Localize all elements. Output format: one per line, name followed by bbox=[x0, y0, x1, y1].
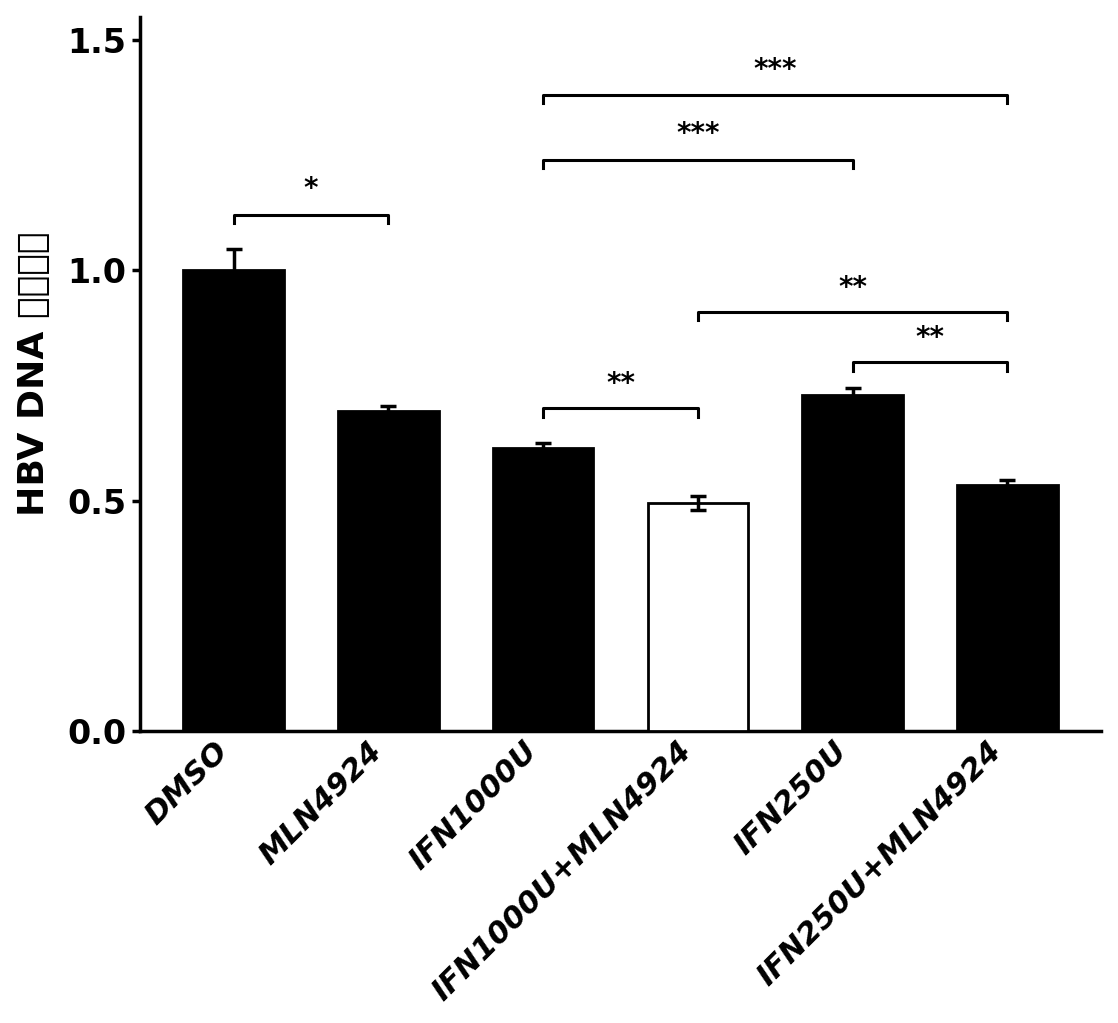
Text: **: ** bbox=[916, 324, 945, 352]
Bar bbox=[338, 411, 438, 731]
Text: **: ** bbox=[606, 370, 635, 398]
Text: **: ** bbox=[838, 273, 868, 302]
Y-axis label: HBV DNA 相对比例: HBV DNA 相对比例 bbox=[17, 231, 50, 517]
Text: *: * bbox=[304, 175, 319, 204]
Bar bbox=[493, 448, 594, 731]
Bar bbox=[183, 270, 284, 731]
Text: ***: *** bbox=[754, 55, 797, 84]
Bar bbox=[957, 485, 1058, 731]
Bar bbox=[803, 395, 903, 731]
Text: ***: *** bbox=[676, 120, 720, 148]
Bar bbox=[647, 503, 748, 731]
